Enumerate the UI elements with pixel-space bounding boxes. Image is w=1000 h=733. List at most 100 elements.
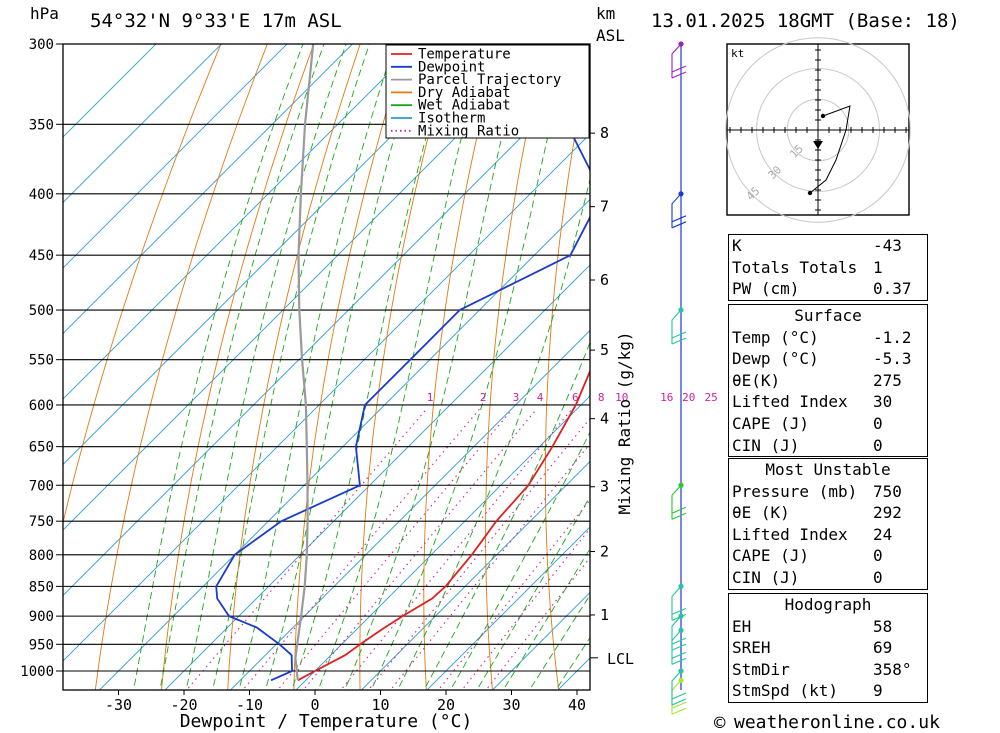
table-row: Totals Totals 1 [729, 257, 927, 279]
legend-label: Mixing Ratio [418, 123, 519, 139]
mixing-ratio-line [367, 417, 590, 690]
index-value: 292 [873, 503, 902, 523]
legend-label: Dewpoint [418, 59, 485, 75]
mixing-ratio-line [461, 527, 590, 690]
table-row: EH 58 [729, 616, 927, 638]
height-unit-label: km [596, 4, 615, 23]
mixing-ratio-line [277, 408, 513, 690]
table-row: Lifted Index 24 [729, 524, 927, 546]
pressure-tick-label: 300 [29, 37, 54, 53]
height-tick-label: 4 [600, 410, 609, 428]
dry-adiabat-line [917, 26, 1000, 696]
pressure-tick-label: 600 [29, 398, 54, 414]
wind-barb-flag [671, 692, 687, 700]
x-axis-title: Dewpoint / Temperature (°C) [180, 711, 473, 732]
dry-adiabat-line [227, 44, 361, 690]
index-value: -5.3 [873, 349, 912, 369]
index-label: StmDir [732, 659, 790, 679]
pressure-tick-label: 800 [29, 548, 54, 564]
wind-barb-flag [671, 65, 687, 73]
wind-barb-flag [671, 637, 687, 645]
wet-adiabat-line [317, 44, 487, 690]
mixing-ratio-label: 2 [480, 391, 487, 404]
temperature-tick-label: 40 [568, 696, 586, 714]
dry-adiabat-line [659, 26, 692, 696]
pressure-tick-label: 350 [29, 117, 54, 133]
isotherm-line [426, 526, 590, 690]
height-tick-label: 8 [600, 124, 609, 142]
index-label: θE (K) [732, 503, 790, 523]
index-value: 58 [873, 616, 893, 636]
index-value: -43 [873, 236, 902, 255]
wet-adiabat-line [344, 44, 526, 690]
mixing-ratio-line [242, 408, 480, 690]
wind-barb [671, 585, 682, 621]
isotherm-line [295, 395, 590, 690]
index-label: CAPE (J) [732, 546, 810, 566]
table-row: SREH 69 [729, 637, 927, 659]
index-value: 9 [873, 681, 883, 701]
wind-barb-flag [671, 698, 687, 706]
isotherm-line [98, 198, 590, 690]
temperature-tick-label: -30 [105, 696, 132, 714]
height-tick-label: 6 [600, 271, 609, 289]
table-row: StmDir 358° [729, 659, 927, 681]
pressure-tick-label: 750 [29, 514, 54, 530]
wind-barb-flag [671, 506, 687, 514]
table-row: StmSpd (kt) 9 [729, 680, 927, 702]
wet-adiabat-line [291, 44, 453, 690]
wind-barb-flag [671, 651, 687, 659]
pressure-tick-label: 1000 [20, 664, 54, 680]
height-tick-label: 5 [600, 341, 609, 359]
index-label: CIN (J) [732, 435, 800, 455]
table-row: θE (K) 292 [729, 502, 927, 524]
hodograph-point [820, 113, 826, 119]
mixing-ratio-axis-title: Mixing Ratio (g/kg) [615, 331, 634, 514]
hodograph-trace [809, 105, 851, 194]
temperature-tick-label: 10 [371, 696, 389, 714]
wet-adiabat-line [502, 547, 590, 690]
wet-adiabat-line [528, 594, 590, 690]
temperature-tick-label: -10 [236, 696, 263, 714]
hodograph-table: Hodograph EH 58 SREH 69 StmDir 358° StmSpd … [728, 593, 928, 703]
mixing-ratio-label: 4 [537, 391, 544, 404]
mixing-ratio-line [340, 408, 573, 690]
wind-barb [671, 484, 682, 520]
height-ref-label: ASL [596, 26, 625, 45]
wet-adiabat-line [370, 44, 570, 690]
pressure-tick-label: 700 [29, 478, 54, 494]
mixing-ratio-label: 25 [705, 391, 718, 404]
legend-label: Isotherm [418, 111, 485, 127]
index-value: 0 [873, 567, 883, 587]
height-tick-label: 3 [600, 478, 609, 496]
wind-barb [671, 309, 682, 345]
index-label: K [732, 236, 742, 255]
table-row: θE(K) 275 [729, 370, 927, 392]
wind-barb-flag [671, 701, 687, 709]
pressure-tick-label: 900 [29, 609, 54, 625]
dry-adiabat-line [964, 26, 1000, 696]
wet-adiabat-line [397, 177, 590, 690]
index-label: PW (cm) [732, 279, 800, 299]
plot-frame [62, 43, 591, 691]
legend-box [385, 44, 590, 139]
legend-label: Dry Adiabat [418, 85, 511, 101]
storm-motion-marker [813, 141, 823, 149]
mixing-ratio-label: 20 [682, 391, 695, 404]
table-row: CIN (J) 0 [729, 435, 927, 457]
wet-adiabat-line [159, 44, 325, 690]
dry-adiabat-line [63, 44, 222, 525]
series-line-parcel-trajectory [294, 44, 315, 681]
pressure-level-lines [63, 44, 590, 672]
index-value: 750 [873, 481, 902, 501]
index-label: EH [732, 616, 752, 636]
mixing-ratio-label: 8 [598, 391, 605, 404]
isotherm-line [63, 44, 223, 204]
lcl-label: LCL [607, 650, 634, 668]
wind-barb-flag [671, 707, 687, 715]
height-tick-label: 2 [600, 543, 609, 561]
section-title: Hodograph [729, 593, 927, 616]
pressure-tick-label: 650 [29, 440, 54, 456]
height-tick-label: 1 [600, 606, 609, 624]
